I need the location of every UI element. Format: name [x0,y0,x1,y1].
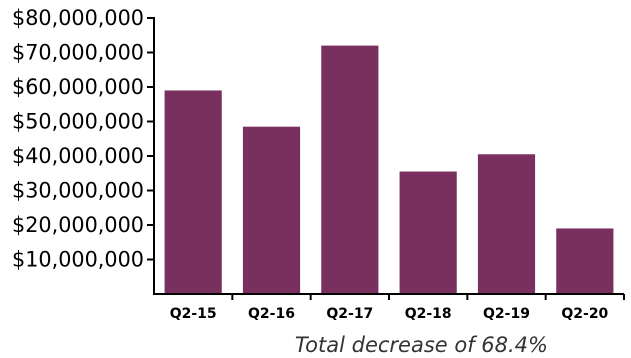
x-tick-label: Q2-17 [326,306,373,322]
bar [556,228,614,294]
bar [321,45,379,294]
bar [164,90,222,294]
y-tick-label: $50,000,000 [12,110,144,134]
y-tick-label: $30,000,000 [12,179,144,203]
chart-annotation: Total decrease of 68.4% [295,333,548,357]
bar [477,154,536,294]
y-axis-ticks: $10,000,000 $20,000,000 $30,000,000 $40,000… [12,6,154,272]
y-tick-label: $80,000,000 [12,6,144,30]
bar [399,171,457,294]
y-tick-label: $60,000,000 [12,75,144,99]
y-tick-label: $40,000,000 [12,144,144,168]
x-tick-label: Q2-19 [483,306,530,322]
y-tick-label: $10,000,000 [12,248,144,272]
x-axis-ticks: Q2-15 Q2-16 Q2-17 Q2-18 Q2-19 Q2-20 [170,294,625,322]
x-tick-label: Q2-18 [405,306,452,322]
y-tick-label: $70,000,000 [12,41,144,65]
x-tick-label: Q2-20 [561,306,608,322]
y-tick-label: $20,000,000 [12,213,144,237]
x-tick-label: Q2-15 [170,306,217,322]
bars [164,45,614,294]
bar [242,126,301,294]
x-tick-label: Q2-16 [248,306,295,322]
